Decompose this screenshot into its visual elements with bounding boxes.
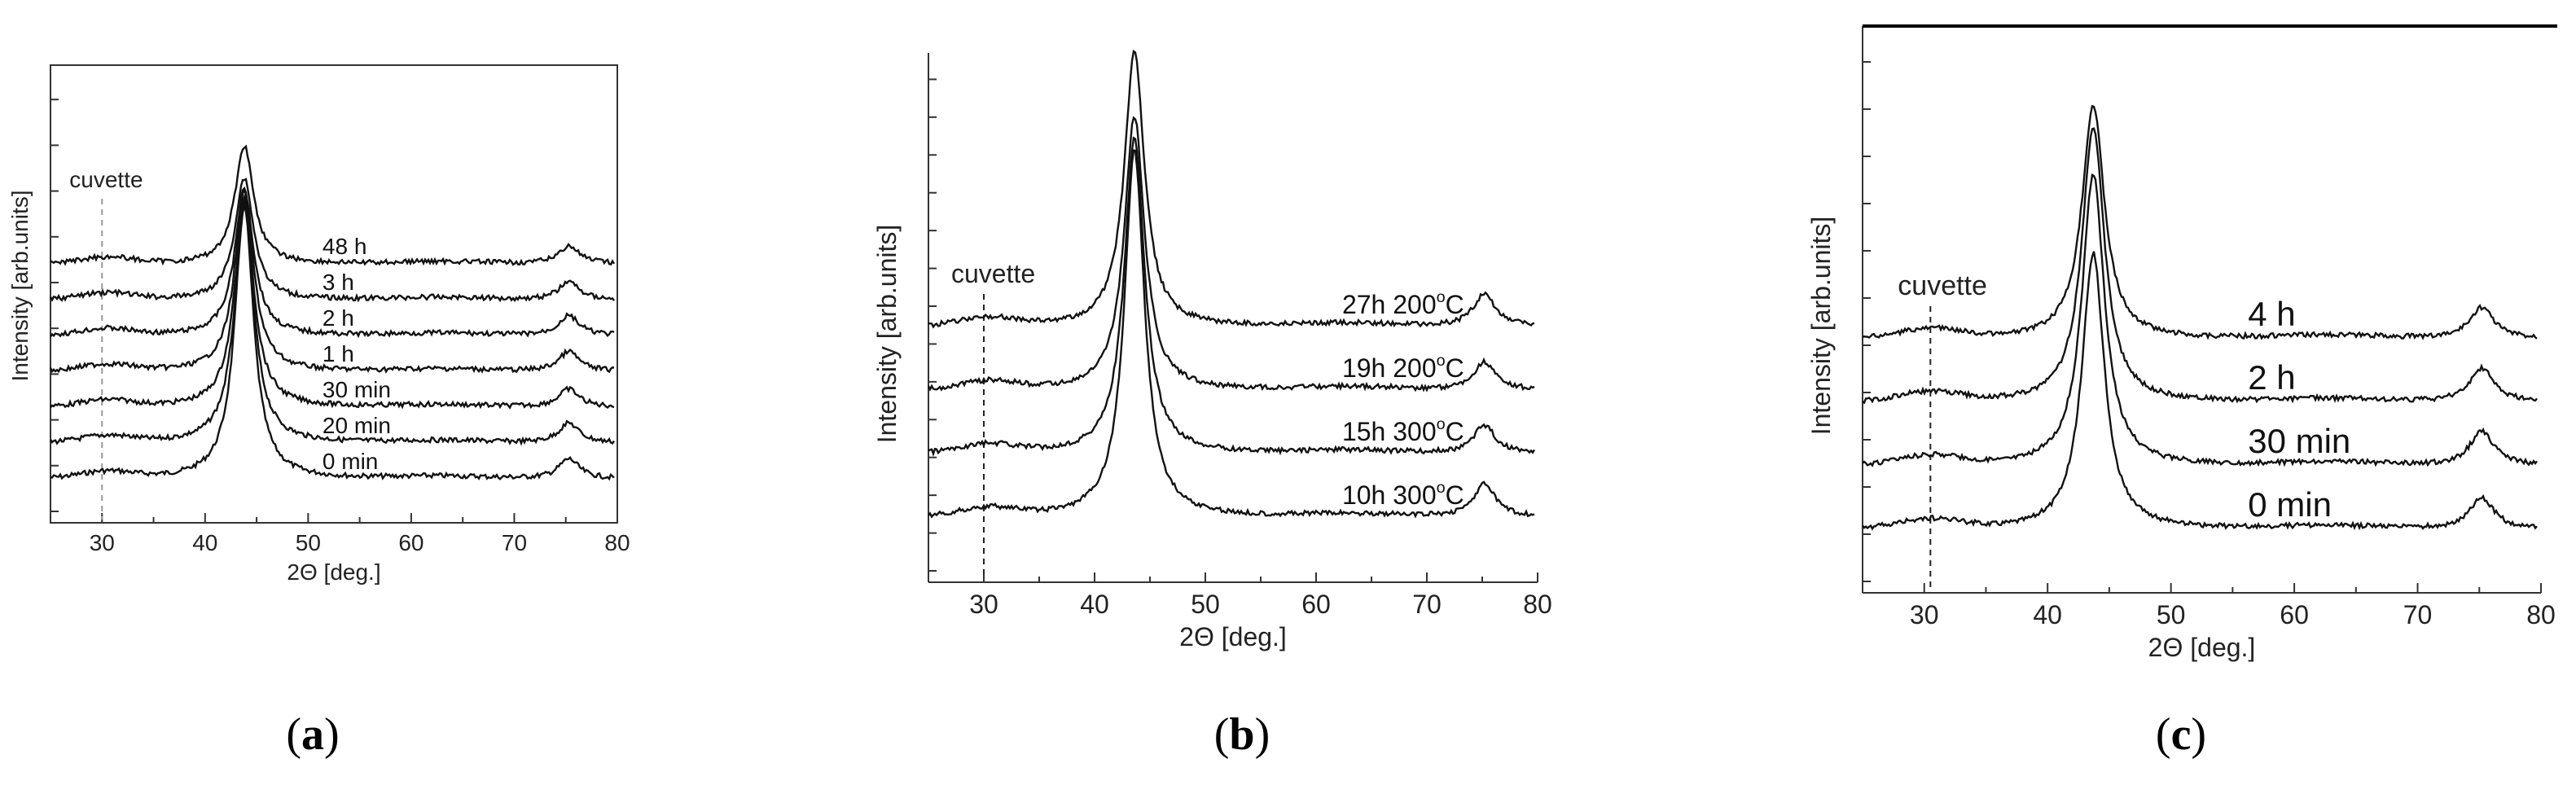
x-tick-label: 40 (192, 530, 217, 555)
series-label: 3 h (323, 270, 354, 295)
series-label: 2 h (323, 305, 354, 331)
series-line (927, 116, 1535, 393)
x-axis-label: 2Θ [deg.] (1179, 622, 1287, 651)
y-axis-label: Intensity [arb.units] (1806, 217, 1836, 436)
y-axis-label: Intensity [arb.units] (872, 225, 902, 444)
series-label: 15h 300oC (1342, 415, 1464, 446)
x-axis-label: 2Θ [deg.] (2148, 633, 2256, 662)
x-tick-label: 30 (969, 590, 998, 619)
series-label: 48 h (323, 234, 367, 259)
series-line (50, 186, 615, 339)
series-label: 20 min (323, 413, 391, 438)
series-label: 4 h (2248, 295, 2295, 333)
x-tick-label: 40 (2033, 600, 2062, 629)
plot-frame (50, 64, 618, 524)
series-label: 19h 200oC (1342, 352, 1464, 383)
series-line (49, 186, 615, 374)
series-line (928, 49, 1535, 329)
series-label: 0 min (323, 449, 378, 474)
x-tick-label: 50 (1191, 590, 1220, 619)
x-tick-label: 60 (1301, 590, 1331, 619)
series-line (50, 204, 615, 481)
series-line (1862, 251, 2538, 531)
chart-panel-b: 30 40 50 60 70 80 2Θ [deg.] Intensity [arb.unit… (872, 49, 1552, 651)
x-tick-label: 50 (296, 530, 321, 555)
panel-caption-b: (b) (1213, 709, 1270, 760)
series-line (1862, 127, 2538, 405)
x-tick-label: 60 (2280, 600, 2309, 629)
cuvette-label: cuvette (69, 167, 143, 192)
series-label: 0 min (2248, 485, 2332, 524)
panel-caption-a: (a) (286, 709, 340, 760)
series-label: 2 h (2248, 358, 2295, 397)
series-line (50, 193, 615, 410)
x-tick-label: 70 (502, 530, 527, 555)
series-label: 27h 200oC (1342, 288, 1464, 319)
series-line (49, 200, 615, 446)
series-line (1862, 173, 2538, 467)
x-tick-label: 40 (1080, 590, 1109, 619)
series-line (928, 149, 1535, 519)
series-line (50, 144, 616, 266)
x-tick-label: 50 (2157, 600, 2186, 629)
series-line (928, 136, 1536, 457)
x-tick-label: 80 (604, 530, 630, 555)
series-label: 10h 300oC (1342, 479, 1464, 510)
series-label: 1 h (323, 341, 354, 366)
cuvette-label: cuvette (1898, 270, 1987, 301)
x-tick-label: 70 (1412, 590, 1442, 619)
x-axis-label: 2Θ [deg.] (287, 559, 380, 585)
series-line (49, 178, 615, 303)
x-tick-label: 80 (1523, 590, 1552, 619)
panel-caption-c: (c) (2155, 709, 2207, 760)
cuvette-label: cuvette (951, 259, 1035, 288)
series-label: 30 min (323, 377, 391, 402)
x-tick-label: 30 (1910, 600, 1939, 629)
x-tick-label: 70 (2403, 600, 2433, 629)
x-tick-label: 60 (398, 530, 423, 555)
chart-panel-c: 30 40 50 60 70 80 2Θ [deg.] Intensity [arb.unit… (1806, 24, 2557, 662)
series-line (1862, 104, 2538, 340)
chart-panel-a: 30 40 50 60 70 80 2Θ [deg.] Intensity [arb.unit… (7, 64, 630, 585)
series-label: 30 min (2248, 422, 2350, 460)
y-axis-label: Intensity [arb.units] (7, 190, 33, 381)
x-tick-label: 80 (2526, 600, 2556, 629)
x-tick-label: 30 (90, 530, 115, 555)
